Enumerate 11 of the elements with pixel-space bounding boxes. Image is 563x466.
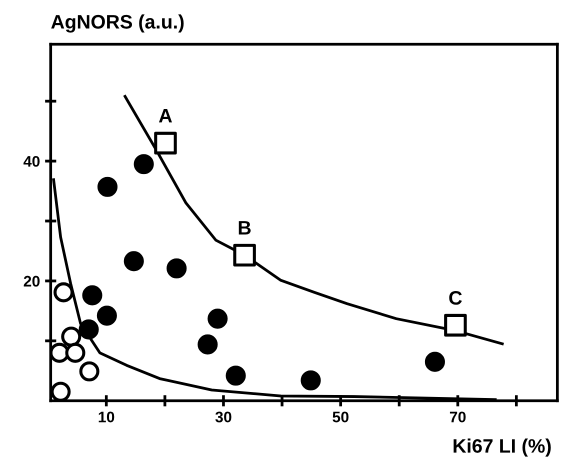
y-tick-label: 40 <box>23 156 40 167</box>
x-tick-label: 30 <box>215 412 232 422</box>
annotation: B <box>238 221 251 234</box>
annotation: A <box>158 109 172 122</box>
y-tick-label: 20 <box>24 276 40 287</box>
x-tick-label: 10 <box>98 412 114 422</box>
y-axis-title: AgNORS (a.u.) <box>51 14 184 33</box>
x-tick-label: 70 <box>450 412 466 422</box>
x-axis-title: Ki67 LI (%) <box>454 438 551 457</box>
annotation: C <box>449 290 462 305</box>
x-tick-label: 50 <box>332 412 349 422</box>
